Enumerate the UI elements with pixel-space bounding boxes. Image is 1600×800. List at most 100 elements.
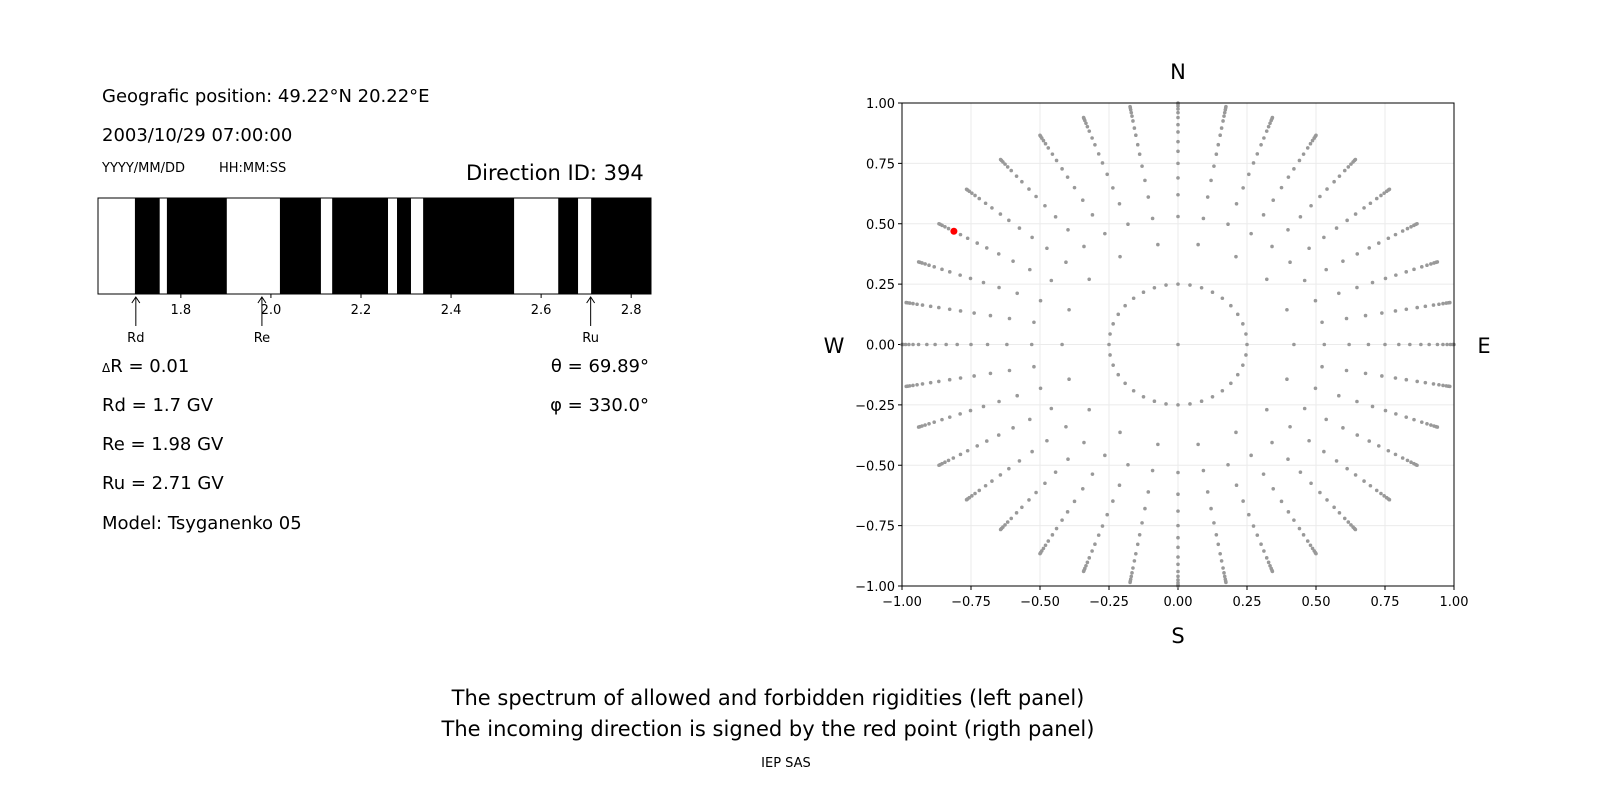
grid-point	[1271, 198, 1276, 202]
grid-point	[1176, 161, 1180, 166]
grid-point	[1045, 246, 1049, 251]
grid-point	[1292, 342, 1296, 347]
grid-point	[984, 246, 989, 250]
grid-point	[920, 303, 925, 307]
x-tick-label: 2.4	[441, 303, 462, 318]
grid-point	[1137, 152, 1142, 157]
grid-point	[1143, 506, 1147, 511]
grid-point	[977, 488, 982, 493]
grid-point	[1096, 152, 1101, 156]
grid-point	[1176, 569, 1180, 574]
grid-point	[1152, 399, 1157, 404]
grid-point	[1409, 224, 1413, 229]
grid-point	[970, 191, 974, 195]
grid-point	[1244, 332, 1248, 336]
grid-point	[1054, 526, 1059, 531]
phi-value: φ = 330.0°	[550, 395, 649, 416]
datetime: 2003/10/29 07:00:00	[102, 125, 293, 146]
allowed-interval	[226, 198, 280, 294]
grid-point	[1224, 104, 1228, 109]
grid-point	[1014, 511, 1019, 515]
grid-point	[1415, 463, 1419, 468]
grid-point	[1222, 110, 1227, 115]
grid-point	[1279, 185, 1284, 190]
grid-point	[1324, 267, 1328, 272]
grid-point	[1427, 342, 1431, 347]
grid-point	[1034, 194, 1038, 199]
grid-point	[1176, 578, 1180, 582]
grid-point	[1355, 285, 1359, 290]
grid-point	[964, 497, 969, 502]
grid-point	[1393, 232, 1398, 237]
grid-point	[1103, 231, 1107, 236]
arrow-head-icon	[257, 296, 267, 304]
grid-point	[1288, 260, 1292, 265]
grid-point	[981, 280, 986, 285]
grid-point	[1212, 521, 1216, 525]
grid-point	[1363, 313, 1368, 318]
grid-point	[1176, 149, 1180, 154]
grid-point	[1130, 114, 1134, 118]
grid-point	[1131, 566, 1135, 570]
marker-label: Re	[254, 331, 270, 346]
grid-point	[1043, 141, 1048, 146]
grid-point	[1009, 168, 1014, 173]
grid-point	[1322, 342, 1327, 347]
ru-value: Ru = 2.71 GV	[102, 473, 224, 494]
grid-point	[1176, 130, 1180, 134]
grid-point	[1043, 203, 1047, 208]
grid-point	[1028, 417, 1032, 422]
grid-point	[1060, 518, 1064, 522]
grid-point	[1054, 158, 1059, 163]
grid-point	[983, 483, 988, 488]
grid-point	[928, 304, 933, 309]
grid-point	[1353, 157, 1358, 162]
x-tick-label: 0.00	[1164, 595, 1193, 610]
grid-point	[1116, 372, 1121, 377]
grid-point	[1292, 518, 1296, 522]
grid-point	[1053, 470, 1058, 474]
arrow-head-icon	[586, 296, 596, 304]
grid-point	[997, 285, 1001, 290]
axes-frame	[901, 102, 1455, 587]
grid-point	[1249, 231, 1253, 236]
grid-point	[1134, 551, 1138, 556]
grid-point	[947, 270, 952, 274]
grid-point	[1368, 483, 1373, 488]
grid-point	[1367, 246, 1372, 250]
x-tick-label: 2.0	[261, 303, 282, 318]
grid-point	[1038, 551, 1042, 556]
grid-point	[1353, 212, 1358, 216]
grid-point	[1298, 470, 1303, 474]
grid-point	[1355, 252, 1360, 256]
grid-point	[1404, 415, 1409, 419]
grid-point	[1007, 368, 1012, 373]
grid-point	[1072, 185, 1077, 190]
grid-point	[1380, 374, 1384, 378]
grid-point	[1437, 302, 1441, 307]
grid-point	[984, 439, 989, 443]
grid-point	[1014, 174, 1019, 178]
y-tick-label: −0.25	[855, 399, 895, 414]
grid-point	[1140, 521, 1144, 525]
grid-point	[1386, 236, 1391, 241]
grid-point	[1080, 198, 1085, 202]
grid-point	[1141, 290, 1146, 295]
grid-point	[1046, 146, 1051, 150]
grid-point	[937, 379, 941, 384]
grid-point	[1205, 195, 1210, 199]
grid-point	[1370, 280, 1375, 285]
grid-point	[1049, 278, 1054, 283]
grid-point	[1080, 487, 1085, 491]
grid-point	[1334, 459, 1339, 463]
y-tick-label: −0.75	[855, 520, 895, 535]
grid-point	[1205, 490, 1210, 494]
grid-point	[958, 452, 963, 457]
grid-point	[981, 404, 986, 409]
grid-point	[1132, 559, 1137, 563]
grid-point	[1038, 298, 1043, 303]
grid-point	[1032, 320, 1036, 325]
grid-point	[1093, 142, 1097, 147]
grid-point	[1090, 472, 1095, 476]
